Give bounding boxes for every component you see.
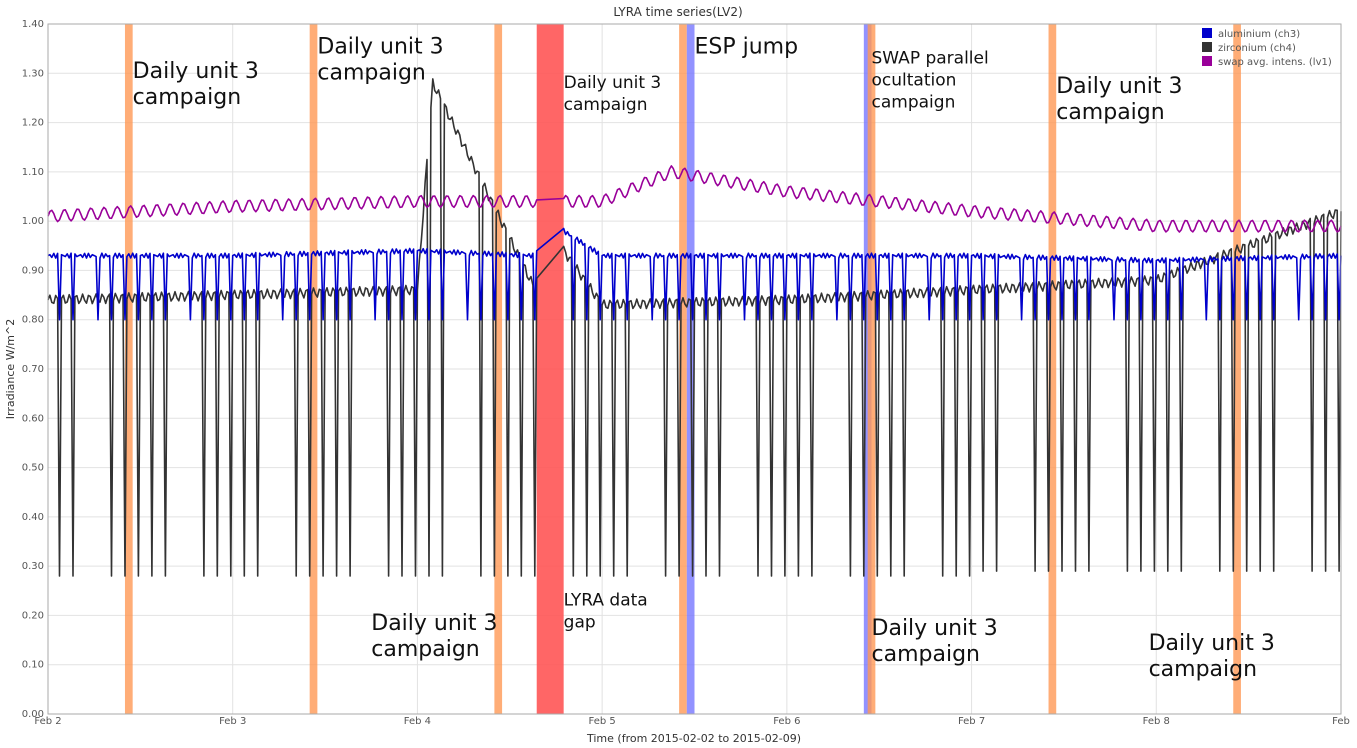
series-line-aluminium-ch3-: [47, 227, 1342, 321]
y-tick-label: 0.40: [22, 512, 44, 523]
annotation-text: Daily unit 3: [371, 611, 497, 636]
y-tick-label: 1.10: [22, 167, 44, 178]
x-tick-label: Feb 7: [958, 716, 985, 727]
series-lines: [47, 78, 1342, 577]
annotation-text: ocultation: [872, 70, 957, 90]
annotation-text: Daily unit 3: [1056, 74, 1182, 99]
y-tick-label: 1.00: [22, 216, 44, 227]
annotation-text: SWAP parallel: [872, 48, 989, 68]
annotation-text: LYRA data: [564, 591, 648, 611]
x-tick-label: Feb 8: [1143, 716, 1170, 727]
x-tick-label: Feb 6: [773, 716, 800, 727]
legend-swatch: [1202, 56, 1212, 66]
y-tick-label: 0.90: [22, 265, 44, 276]
legend-label: aluminium (ch3): [1218, 29, 1300, 40]
plot-frame: [47, 23, 1342, 715]
series-line-zirconium-ch4-: [47, 78, 1342, 577]
annotation-text: Daily unit 3: [872, 616, 998, 641]
annotation-text: campaign: [872, 642, 980, 667]
band-campaign: [679, 24, 687, 714]
annotation-text: campaign: [317, 61, 425, 86]
band-campaign: [1233, 24, 1241, 714]
annotation-text: Daily unit 3: [564, 73, 662, 93]
legend-swatch: [1202, 42, 1212, 52]
band-campaign: [867, 24, 876, 714]
annotation-text: campaign: [133, 85, 241, 110]
legend-label: swap avg. intens. (lv1): [1218, 57, 1332, 68]
annotation-text: Daily unit 3: [317, 35, 443, 60]
legend: aluminium (ch3) zirconium (ch4) swap avg. …: [1202, 28, 1332, 68]
annotation-text: Daily unit 3: [133, 59, 259, 84]
band-campaign: [494, 24, 503, 714]
annotation-text: Daily unit 3: [1149, 631, 1275, 656]
y-tick-label: 0.20: [22, 610, 44, 621]
y-axis-ticks: 0.00 0.10 0.20 0.30 0.40 0.50 0.60 0.70 0.80 0.90…: [22, 19, 44, 720]
x-tick-label: Feb 4: [404, 716, 431, 727]
y-tick-label: 1.20: [22, 118, 44, 129]
x-tick-label: Feb 5: [589, 716, 616, 727]
legend-swatch: [1202, 28, 1212, 38]
band-data-gap: [536, 24, 564, 714]
annotation-text: gap: [564, 613, 596, 633]
y-tick-label: 0.50: [22, 463, 44, 474]
y-tick-label: 1.40: [22, 19, 44, 30]
band-campaign: [309, 24, 318, 714]
chart-title: LYRA time series(LV2): [613, 5, 742, 19]
y-tick-label: 1.30: [22, 68, 44, 79]
annotation-text: campaign: [1056, 100, 1164, 125]
y-tick-label: 0.00: [22, 709, 44, 720]
annotation-text: campaign: [371, 637, 479, 662]
series-line-swap-avg-intens-lv1-: [47, 165, 1342, 233]
annotation-text: campaign: [872, 92, 956, 112]
y-tick-label: 0.30: [22, 561, 44, 572]
x-tick-label: Feb 3: [219, 716, 246, 727]
y-tick-label: 0.60: [22, 413, 44, 424]
annotation-text: campaign: [564, 95, 648, 115]
annotation-text: campaign: [1149, 657, 1257, 682]
y-tick-label: 0.10: [22, 660, 44, 671]
y-tick-label: 0.80: [22, 315, 44, 326]
band-campaign: [1048, 24, 1057, 714]
legend-label: zirconium (ch4): [1218, 43, 1296, 54]
x-axis-title: Time (from 2015-02-02 to 2015-02-09): [586, 732, 801, 745]
x-tick-label: Feb: [1332, 716, 1350, 727]
annotation-text: ESP jump: [695, 35, 799, 60]
band-campaign: [124, 24, 133, 714]
y-tick-label: 0.70: [22, 364, 44, 375]
x-axis-ticks: Feb 2 Feb 3 Feb 4 Feb 5 Feb 6 Feb 7 Feb 8 Feb: [34, 716, 1349, 727]
y-axis-title: Irradiance W/m^2: [4, 319, 17, 419]
x-tick-label: Feb 2: [34, 716, 61, 727]
